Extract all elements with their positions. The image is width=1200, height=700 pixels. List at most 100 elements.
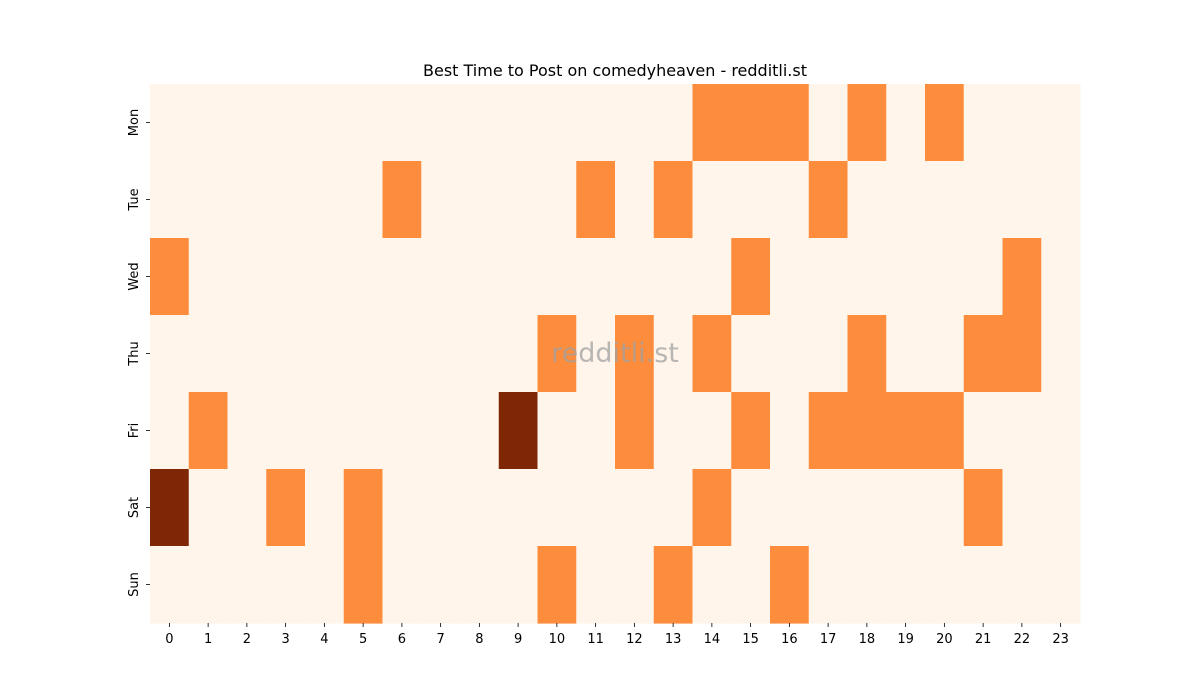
heatmap-cell-fri-23 [1041, 392, 1081, 470]
heatmap-cell-tue-16 [770, 161, 810, 239]
x-tick-label: 23 [1052, 632, 1069, 647]
heatmap-cell-sat-22 [1002, 469, 1042, 547]
heatmap-cell-sat-0 [150, 469, 190, 547]
heatmap-cell-fri-22 [1002, 392, 1042, 470]
heatmap-cell-thu-4 [305, 315, 345, 393]
heatmap-cell-sat-2 [227, 469, 267, 547]
heatmap-cell-sun-6 [382, 546, 422, 624]
heatmap-cell-sun-17 [808, 546, 849, 624]
heatmap-cell-sat-1 [188, 469, 229, 547]
heatmap-cell-sun-21 [963, 546, 1004, 624]
heatmap-cell-fri-21 [963, 392, 1004, 470]
heatmap-cell-wed-5 [343, 238, 384, 316]
heatmap-cell-tue-11 [576, 161, 616, 239]
heatmap-cell-sun-15 [731, 546, 771, 624]
heatmap-cell-wed-18 [847, 238, 887, 316]
heatmap-cell-tue-21 [963, 161, 1004, 239]
heatmap-cell-tue-13 [653, 161, 694, 239]
heatmap-cell-sat-7 [421, 469, 461, 547]
heatmap-cell-sun-22 [1002, 546, 1042, 624]
heatmap-cell-thu-13 [653, 315, 694, 393]
heatmap-cell-mon-15 [731, 84, 771, 162]
heatmap-cell-wed-12 [615, 238, 655, 316]
heatmap-cell-wed-2 [227, 238, 267, 316]
heatmap-cell-fri-9 [498, 392, 539, 470]
heatmap-cell-tue-22 [1002, 161, 1042, 239]
heatmap-cell-sun-2 [227, 546, 267, 624]
heatmap-cell-tue-20 [925, 161, 965, 239]
heatmap-cell-sun-23 [1041, 546, 1081, 624]
heatmap-cell-thu-6 [382, 315, 422, 393]
heatmap-cell-fri-7 [421, 392, 461, 470]
heatmap-cell-thu-20 [925, 315, 965, 393]
heatmap-cell-sat-13 [653, 469, 694, 547]
heatmap-cell-sat-20 [925, 469, 965, 547]
heatmap-cell-sat-18 [847, 469, 887, 547]
heatmap-cell-fri-18 [847, 392, 887, 470]
heatmap-cell-tue-14 [692, 161, 732, 239]
x-axis-ticks: 0 1 2 3 4 5 6 7 8 9 10 11 12 13 14 15 16 17 18 19 20 21 22 23 [165, 623, 1069, 647]
heatmap-cell-fri-6 [382, 392, 422, 470]
heatmap-cell-mon-10 [537, 84, 577, 162]
heatmap-cell-mon-23 [1041, 84, 1081, 162]
heatmap-cell-sun-10 [537, 546, 577, 624]
heatmap-cell-wed-4 [305, 238, 345, 316]
heatmap-cell-sun-7 [421, 546, 461, 624]
x-tick-label: 11 [587, 632, 604, 647]
x-tick-label: 8 [475, 632, 483, 647]
x-tick-label: 17 [820, 632, 837, 647]
heatmap-cell-fri-13 [653, 392, 694, 470]
x-tick-label: 7 [436, 632, 444, 647]
x-tick-label: 2 [243, 632, 251, 647]
heatmap-cell-mon-6 [382, 84, 422, 162]
heatmap-cell-sun-0 [150, 546, 190, 624]
heatmap-cell-wed-20 [925, 238, 965, 316]
heatmap-cell-mon-3 [266, 84, 306, 162]
heatmap-cell-tue-10 [537, 161, 577, 239]
chart-title: Best Time to Post on comedyheaven - redd… [423, 61, 807, 80]
heatmap-cell-thu-2 [227, 315, 267, 393]
heatmap-cell-thu-11 [576, 315, 616, 393]
heatmap-cell-mon-13 [653, 84, 694, 162]
heatmap-cell-tue-15 [731, 161, 771, 239]
heatmap-cell-fri-20 [925, 392, 965, 470]
y-axis-ticks: Mon Tue Wed Thu Fri Sat Sun [127, 109, 150, 597]
heatmap-cell-fri-1 [188, 392, 229, 470]
heatmap-cell-sun-19 [886, 546, 926, 624]
heatmap-cell-mon-17 [808, 84, 849, 162]
heatmap-cell-mon-4 [305, 84, 345, 162]
y-tick-label: Sat [127, 497, 142, 518]
x-tick-label: 22 [1014, 632, 1031, 647]
heatmap-cell-sun-8 [460, 546, 500, 624]
heatmap-cell-wed-21 [963, 238, 1004, 316]
heatmap-cell-thu-5 [343, 315, 384, 393]
heatmap-cell-mon-2 [227, 84, 267, 162]
heatmap-cell-thu-15 [731, 315, 771, 393]
y-tick-label: Wed [127, 262, 142, 290]
watermark-text: redditli.st [551, 338, 679, 369]
heatmap-cell-sun-4 [305, 546, 345, 624]
heatmap-cell-thu-8 [460, 315, 500, 393]
heatmap-cell-fri-11 [576, 392, 616, 470]
heatmap-cell-thu-18 [847, 315, 887, 393]
x-tick-label: 9 [514, 632, 522, 647]
heatmap-cell-wed-7 [421, 238, 461, 316]
heatmap-cell-thu-10 [537, 315, 577, 393]
heatmap-cell-fri-14 [692, 392, 732, 470]
heatmap-cell-fri-0 [150, 392, 190, 470]
heatmap-cell-fri-15 [731, 392, 771, 470]
heatmap-cell-mon-0 [150, 84, 190, 162]
heatmap-cell-mon-7 [421, 84, 461, 162]
heatmap-cell-wed-19 [886, 238, 926, 316]
heatmap-cell-fri-10 [537, 392, 577, 470]
heatmap-cell-tue-1 [188, 161, 229, 239]
x-tick-label: 4 [320, 632, 328, 647]
heatmap-cell-mon-21 [963, 84, 1004, 162]
heatmap-cell-sun-16 [770, 546, 810, 624]
heatmap-cell-mon-11 [576, 84, 616, 162]
heatmap-cell-tue-6 [382, 161, 422, 239]
heatmap-cell-sat-3 [266, 469, 306, 547]
heatmap-cell-sun-20 [925, 546, 965, 624]
heatmap-cell-sun-12 [615, 546, 655, 624]
heatmap-cell-sat-15 [731, 469, 771, 547]
